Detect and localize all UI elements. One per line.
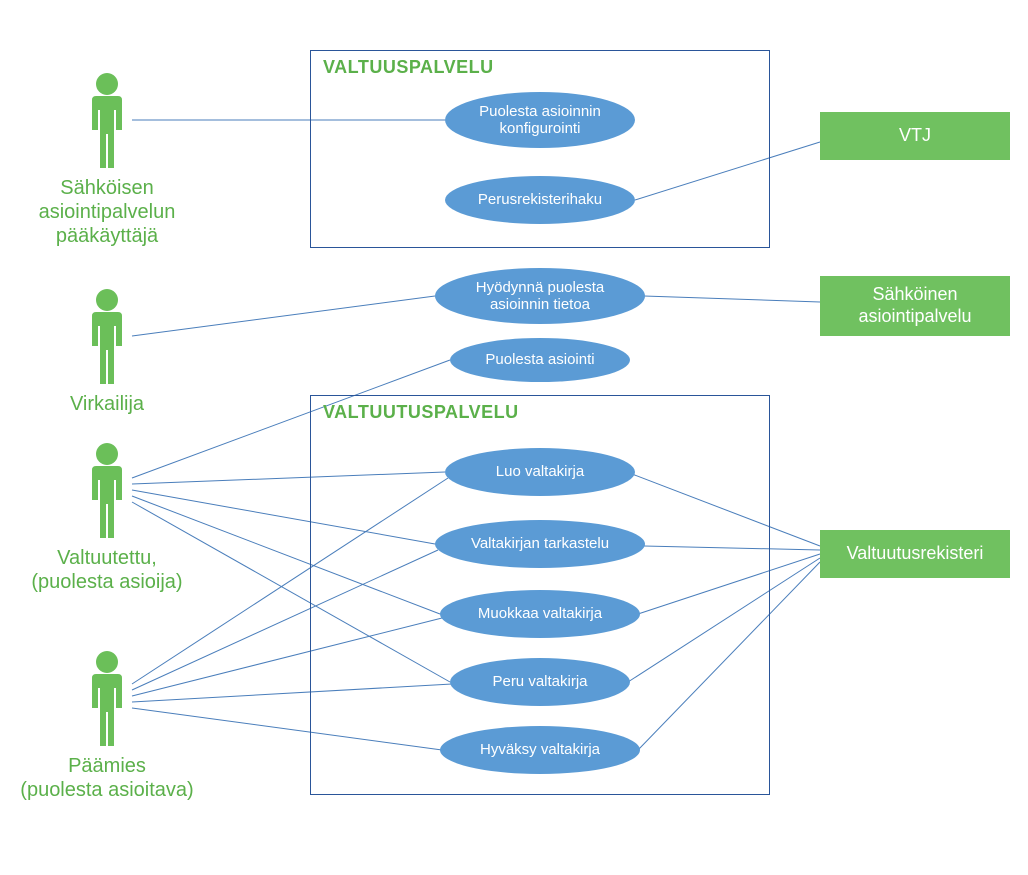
actor-proxy-label: Valtuutettu,(puolesta asioija) [17, 546, 197, 594]
uc-approve: Hyväksy valtakirja [440, 726, 640, 774]
sys-valtuutus-title: VALTUUTUSPALVELU [323, 402, 519, 423]
uc-view: Valtakirjan tarkastelu [435, 520, 645, 568]
uc-asiointi: Puolesta asiointi [450, 338, 630, 382]
ext-reg: Valtuutusrekisteri [820, 530, 1010, 578]
actor-admin: Sähköisenasiointipalvelunpääkäyttäjä [17, 72, 197, 248]
person-icon [82, 72, 132, 172]
actor-admin-label: Sähköisenasiointipalvelunpääkäyttäjä [17, 176, 197, 248]
actor-principal-label: Päämies(puolesta asioitava) [17, 754, 197, 802]
actor-official-label: Virkailija [17, 392, 197, 416]
person-icon [82, 442, 132, 542]
diagram-canvas: VALTUUSPALVELU VALTUUTUSPALVELU Puolesta a… [0, 0, 1028, 875]
uc-create: Luo valtakirja [445, 448, 635, 496]
person-icon [82, 288, 132, 388]
person-icon [82, 650, 132, 750]
uc-cancel: Peru valtakirja [450, 658, 630, 706]
uc-config: Puolesta asioinninkonfigurointi [445, 92, 635, 148]
actor-principal: Päämies(puolesta asioitava) [17, 650, 197, 802]
ext-vtj: VTJ [820, 112, 1010, 160]
actor-official: Virkailija [17, 288, 197, 416]
sys-valtuus-title: VALTUUSPALVELU [323, 57, 494, 78]
actor-proxy: Valtuutettu,(puolesta asioija) [17, 442, 197, 594]
edge [644, 296, 820, 302]
uc-search: Perusrekisterihaku [445, 176, 635, 224]
uc-edit: Muokkaa valtakirja [440, 590, 640, 638]
uc-use: Hyödynnä puolestaasioinnin tietoa [435, 268, 645, 324]
ext-eservice: Sähköinenasiointipalvelu [820, 276, 1010, 336]
